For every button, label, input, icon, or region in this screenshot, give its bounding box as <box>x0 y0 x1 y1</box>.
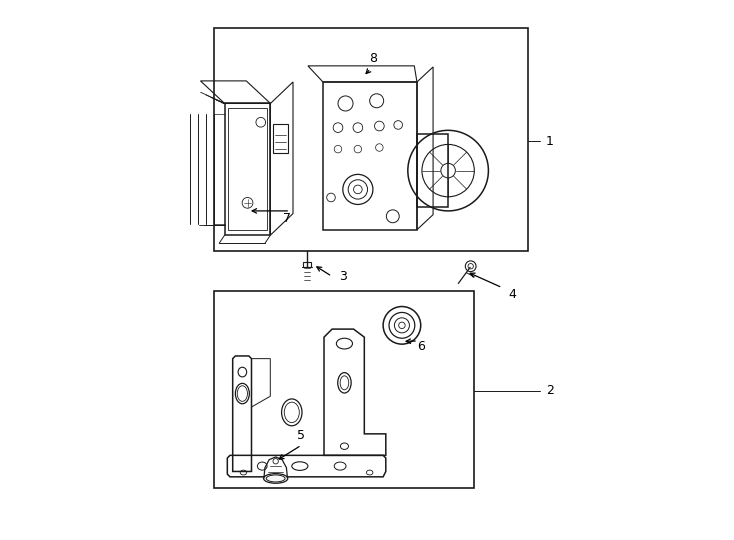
Bar <box>214 292 474 488</box>
Bar <box>302 262 311 267</box>
Text: 8: 8 <box>369 52 377 65</box>
Bar <box>228 108 267 230</box>
Text: 4: 4 <box>508 288 516 301</box>
Text: 2: 2 <box>545 384 553 397</box>
Text: 7: 7 <box>283 212 291 226</box>
Bar <box>323 82 417 230</box>
Bar <box>214 28 528 251</box>
Bar <box>417 134 448 207</box>
Text: 6: 6 <box>417 340 425 353</box>
Bar <box>225 104 270 235</box>
Text: 5: 5 <box>297 429 305 442</box>
Text: 3: 3 <box>339 270 346 283</box>
Text: 1: 1 <box>545 134 553 147</box>
Bar <box>273 124 288 153</box>
Ellipse shape <box>264 474 288 483</box>
